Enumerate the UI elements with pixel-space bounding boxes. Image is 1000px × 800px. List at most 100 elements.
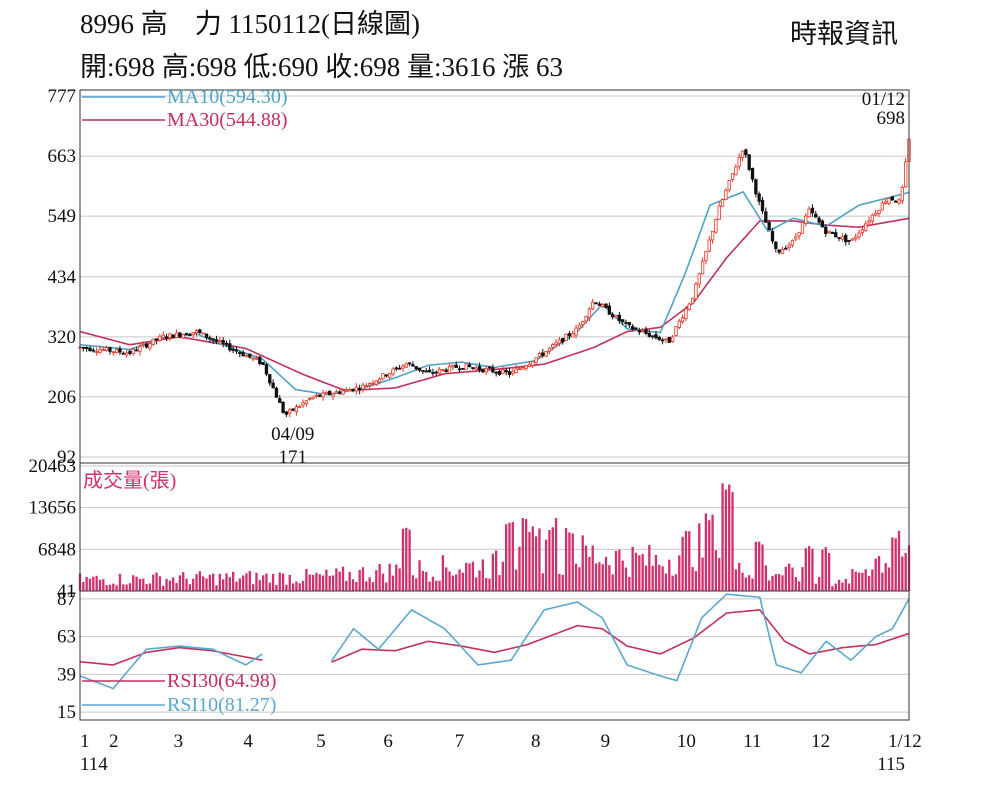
- candle-body: [494, 371, 498, 374]
- candle-body: [164, 336, 169, 339]
- candle-body: [184, 333, 189, 336]
- candle-body: [288, 409, 292, 414]
- volume-bar: [278, 572, 281, 591]
- volume-bar: [488, 578, 491, 591]
- candle-body: [414, 366, 418, 370]
- candle-body: [324, 392, 329, 394]
- volume-bar: [508, 522, 511, 591]
- candle-body: [774, 241, 778, 249]
- candle-body: [611, 314, 615, 318]
- volume-bar: [415, 578, 418, 591]
- volume-bar: [551, 527, 554, 591]
- candle-body: [457, 368, 462, 371]
- volume-bar: [744, 577, 748, 591]
- volume-bar: [408, 529, 411, 591]
- candle-body: [534, 357, 538, 363]
- candle-body: [354, 386, 358, 392]
- ma30-line: [79, 217, 910, 392]
- volume-bar: [861, 572, 864, 591]
- price-tick-label: 434: [48, 267, 77, 288]
- candle-body: [777, 249, 781, 253]
- candle-body: [91, 349, 95, 352]
- year-start-label: 114: [80, 754, 108, 775]
- volume-bar: [311, 574, 315, 591]
- candle-body: [374, 380, 378, 385]
- volume-bar: [544, 539, 548, 591]
- volume-bar: [768, 580, 771, 591]
- price-tick-label: 663: [48, 146, 77, 167]
- volume-bar: [202, 576, 205, 591]
- volume-gridlines: [80, 465, 909, 592]
- candle-body: [348, 389, 352, 392]
- x-axis-label: 5: [316, 731, 326, 752]
- volume-bar: [894, 538, 897, 591]
- candle-body: [764, 211, 768, 223]
- candle-body: [138, 345, 142, 352]
- volume-bar: [628, 576, 631, 591]
- rsi-tick-label: 87: [57, 589, 76, 610]
- quote-summary: 開:698 高:698 低:690 收:698 量:3616 漲 63: [80, 52, 564, 82]
- price-tick-label: 320: [48, 327, 77, 348]
- candle-body: [734, 166, 738, 176]
- candle-body: [680, 317, 685, 323]
- candle-body: [131, 348, 135, 355]
- candle-body: [351, 388, 355, 392]
- volume-bar: [867, 576, 871, 591]
- candle-body: [341, 390, 345, 395]
- volume-bar: [511, 521, 514, 591]
- candle-body: [381, 373, 385, 380]
- volume-bar: [135, 576, 138, 591]
- volume-bar: [841, 582, 844, 591]
- volume-bar: [831, 586, 834, 591]
- volume-bar: [904, 553, 907, 591]
- candle-body: [507, 371, 512, 375]
- volume-bar: [664, 573, 668, 591]
- rsi10-line: [79, 593, 910, 690]
- candle-body: [308, 398, 312, 400]
- volume-bar: [468, 563, 471, 591]
- volume-bar: [531, 526, 534, 591]
- volume-bar: [215, 585, 218, 591]
- volume-bar: [188, 584, 192, 591]
- candle-body: [564, 334, 568, 341]
- candle-body: [218, 340, 222, 342]
- x-axis-label: 1/12: [888, 731, 922, 752]
- volume-bar: [824, 547, 827, 591]
- volume-bar: [804, 548, 807, 591]
- candle-body: [424, 370, 428, 373]
- volume-bar: [345, 580, 348, 591]
- candle-body: [238, 352, 242, 354]
- candle-body: [501, 369, 505, 374]
- volume-bar: [455, 574, 458, 591]
- volume-bar: [185, 578, 188, 591]
- volume-bar: [471, 561, 475, 591]
- candle-body: [704, 251, 708, 261]
- candle-body: [667, 336, 671, 343]
- volume-bar: [102, 579, 105, 591]
- volume-bar: [851, 569, 854, 591]
- volume-bar: [388, 563, 391, 591]
- volume-bar: [604, 556, 608, 591]
- candle-body: [367, 383, 372, 386]
- candle-body: [384, 374, 388, 377]
- candle-body: [561, 337, 565, 343]
- volume-bar: [648, 545, 651, 591]
- volume-bar: [821, 549, 824, 591]
- candle-body: [314, 394, 319, 397]
- volume-bar: [651, 565, 654, 591]
- candle-body: [214, 339, 219, 342]
- candle-body: [857, 232, 861, 238]
- volume-bar: [807, 546, 811, 591]
- volume-bar: [811, 548, 814, 591]
- candle-body: [467, 364, 472, 368]
- candle-body: [617, 314, 622, 321]
- x-axis-label: 2: [109, 731, 119, 752]
- candle-body: [880, 202, 885, 211]
- candle-body: [331, 393, 335, 397]
- candle-body: [128, 350, 132, 354]
- volume-bar: [328, 575, 331, 591]
- rsi-tick-label: 15: [57, 702, 76, 723]
- candle-body: [640, 330, 645, 333]
- candle-body: [421, 370, 425, 372]
- volume-bar: [814, 583, 817, 591]
